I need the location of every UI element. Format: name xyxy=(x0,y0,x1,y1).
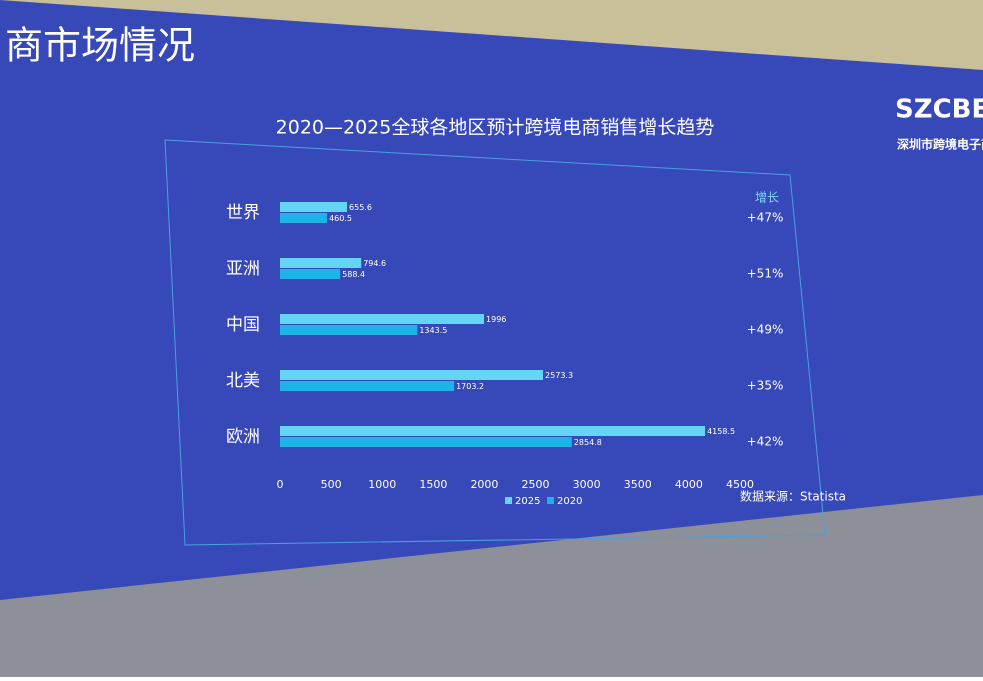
x-tick-label: 2500 xyxy=(522,478,550,491)
bar xyxy=(280,437,572,447)
chart-title: 2020—2025全球各地区预计跨境电商销售增长趋势 xyxy=(276,117,715,139)
legend-label: 2025 xyxy=(515,496,540,507)
x-tick-label: 1000 xyxy=(368,478,396,491)
value-label: 2854.8 xyxy=(574,438,602,447)
value-label: 2573.3 xyxy=(545,371,573,380)
logo-sub: 深圳市跨境电子商 xyxy=(897,137,983,152)
x-tick-label: 2000 xyxy=(470,478,498,491)
bar xyxy=(280,381,455,391)
growth-label: +49% xyxy=(747,323,784,337)
bar xyxy=(280,314,485,324)
x-tick-label: 1500 xyxy=(419,478,447,491)
value-label: 4158.5 xyxy=(707,427,735,436)
bar xyxy=(280,269,341,279)
growth-label: +42% xyxy=(747,435,784,449)
value-label: 1996 xyxy=(486,315,506,324)
value-label: 1343.5 xyxy=(419,326,447,335)
growth-title: 增长 xyxy=(755,191,779,205)
y-tick-label: 北美 xyxy=(226,371,260,391)
bar xyxy=(280,370,544,380)
value-label: 460.5 xyxy=(329,214,352,223)
value-label: 1703.2 xyxy=(456,382,484,391)
growth-label: +35% xyxy=(747,379,784,393)
x-tick-label: 0 xyxy=(277,478,284,491)
y-tick-label: 亚洲 xyxy=(226,259,260,279)
x-tick-label: 3000 xyxy=(573,478,601,491)
logo: SZCBE xyxy=(895,95,983,125)
source: 数据来源：Statista xyxy=(740,489,846,504)
growth-label: +51% xyxy=(747,267,784,281)
value-label: 588.4 xyxy=(342,270,365,279)
value-label: 655.6 xyxy=(349,203,372,212)
bar xyxy=(280,202,348,212)
bar xyxy=(280,426,706,436)
slide-heading: 商市场情况 xyxy=(5,24,195,68)
value-label: 794.6 xyxy=(363,259,386,268)
y-tick-label: 中国 xyxy=(226,315,260,335)
chart-frame xyxy=(164,139,826,546)
bar xyxy=(280,213,328,223)
bar xyxy=(280,325,418,335)
legend-label: 2020 xyxy=(557,496,582,507)
y-tick-label: 欧洲 xyxy=(226,427,260,447)
y-tick-label: 世界 xyxy=(226,203,260,223)
legend-swatch xyxy=(547,497,554,504)
x-tick-label: 4000 xyxy=(675,478,703,491)
x-tick-label: 500 xyxy=(321,478,342,491)
x-tick-label: 3500 xyxy=(624,478,652,491)
legend-swatch xyxy=(505,497,512,504)
screen xyxy=(0,0,983,600)
bar xyxy=(280,258,362,268)
growth-label: +47% xyxy=(747,211,784,225)
x-tick-label: 4500 xyxy=(726,478,754,491)
